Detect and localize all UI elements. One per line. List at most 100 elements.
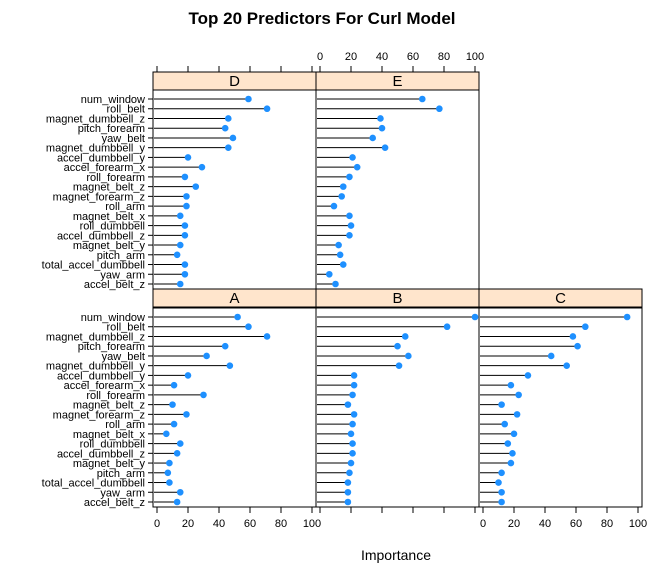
- point-c-14: [509, 450, 516, 457]
- point-d-5: [225, 144, 232, 151]
- point-c-6: [524, 372, 532, 379]
- point-e-18: [326, 270, 333, 278]
- y-label-0-19: accel_belt_z: [84, 279, 145, 291]
- point-b-11: [349, 420, 356, 428]
- y-label-1-14: accel_dumbbell_z: [57, 448, 145, 460]
- point-b-7: [350, 381, 358, 389]
- point-a-9: [169, 401, 176, 408]
- point-c-19: [498, 498, 505, 506]
- point-a-2: [263, 333, 271, 340]
- x-axis-label: Importance: [361, 547, 431, 563]
- point-d-18: [181, 270, 189, 278]
- point-c-9: [498, 401, 505, 408]
- point-a-0: [234, 313, 241, 321]
- point-c-8: [515, 391, 522, 399]
- point-b-14: [349, 450, 356, 457]
- y-label-0-2: magnet_dumbbell_z: [46, 113, 145, 125]
- y-label-0-0: num_window: [81, 94, 145, 106]
- point-a-10: [183, 411, 190, 418]
- x-tick-label-t1-80: 80: [438, 51, 450, 63]
- point-a-19: [173, 498, 181, 506]
- panel-b: [315, 307, 480, 508]
- panel-e: [315, 89, 480, 290]
- point-d-10: [183, 193, 190, 200]
- point-a-5: [226, 362, 234, 369]
- y-label-0-13: roll_dumbbell: [80, 221, 145, 233]
- y-label-1-8: roll_forearm: [86, 390, 145, 402]
- panel-d: [152, 89, 317, 290]
- y-label-1-19: accel_belt_z: [84, 497, 145, 509]
- point-e-9: [339, 183, 347, 190]
- point-c-10: [513, 411, 521, 418]
- strip-label-c: C: [555, 290, 566, 307]
- y-label-0-5: magnet_dumbbell_y: [46, 143, 146, 155]
- point-d-16: [173, 251, 181, 259]
- x-tick-label-t1-0: 0: [317, 51, 323, 63]
- point-c-7: [507, 381, 515, 389]
- point-b-3: [394, 342, 401, 350]
- y-label-1-15: magnet_belt_y: [73, 458, 146, 470]
- point-b-6: [350, 372, 358, 379]
- y-label-1-5: magnet_dumbbell_y: [46, 361, 146, 373]
- point-c-1: [582, 323, 589, 331]
- strip-label-a: A: [229, 290, 239, 307]
- y-label-0-12: magnet_belt_x: [73, 211, 146, 223]
- y-label-1-12: magnet_belt_x: [73, 429, 146, 441]
- point-e-5: [381, 144, 389, 151]
- y-label-0-3: pitch_forearm: [78, 123, 145, 135]
- point-b-8: [349, 391, 356, 399]
- strip-label-b: B: [392, 290, 402, 307]
- point-b-13: [349, 440, 356, 447]
- point-b-15: [347, 459, 355, 467]
- y-label-0-11: roll_arm: [105, 201, 145, 213]
- point-a-7: [170, 381, 178, 389]
- point-a-3: [221, 342, 229, 350]
- point-b-4: [405, 352, 412, 360]
- x-tick-label-t1-40: 40: [376, 51, 388, 63]
- point-e-1: [436, 105, 443, 113]
- point-d-4: [229, 134, 237, 142]
- point-e-12: [346, 212, 353, 220]
- point-c-5: [563, 362, 571, 369]
- x-tick-label-b0-60: 60: [244, 518, 256, 530]
- point-d-8: [181, 173, 189, 181]
- point-c-13: [504, 440, 512, 447]
- point-d-3: [221, 124, 229, 132]
- point-a-4: [203, 352, 210, 360]
- point-e-3: [378, 124, 386, 132]
- x-tick-label-b2-60: 60: [570, 518, 582, 530]
- point-c-4: [547, 352, 555, 360]
- point-c-15: [507, 459, 515, 467]
- point-a-1: [245, 323, 252, 331]
- point-c-18: [498, 488, 505, 496]
- y-label-1-0: num_window: [81, 312, 145, 324]
- point-c-12: [510, 430, 518, 438]
- point-c-16: [498, 469, 505, 477]
- point-c-2: [569, 333, 577, 340]
- point-e-4: [369, 134, 377, 142]
- x-tick-label-t1-20: 20: [345, 51, 357, 63]
- x-tick-label-b0-100: 100: [303, 518, 321, 530]
- point-c-0: [623, 313, 631, 321]
- chart-title: Top 20 Predictors For Curl Model: [189, 9, 456, 28]
- point-b-12: [347, 430, 355, 438]
- point-a-17: [166, 479, 173, 486]
- point-e-8: [346, 173, 353, 181]
- y-label-1-11: roll_arm: [105, 419, 145, 431]
- x-tick-label-b0-20: 20: [182, 518, 194, 530]
- point-d-2: [225, 115, 232, 122]
- point-e-17: [339, 261, 347, 268]
- point-b-2: [401, 333, 409, 340]
- panel-a: [152, 307, 317, 508]
- point-d-12: [176, 212, 184, 220]
- point-e-15: [335, 241, 342, 249]
- point-e-14: [346, 232, 353, 239]
- y-label-0-1: roll_belt: [106, 104, 145, 116]
- point-b-16: [346, 469, 353, 477]
- point-e-0: [419, 95, 426, 103]
- y-label-1-17: total_accel_dumbbell: [42, 478, 145, 490]
- point-a-16: [164, 469, 172, 477]
- y-label-1-2: magnet_dumbbell_z: [46, 331, 145, 343]
- point-e-7: [353, 163, 361, 171]
